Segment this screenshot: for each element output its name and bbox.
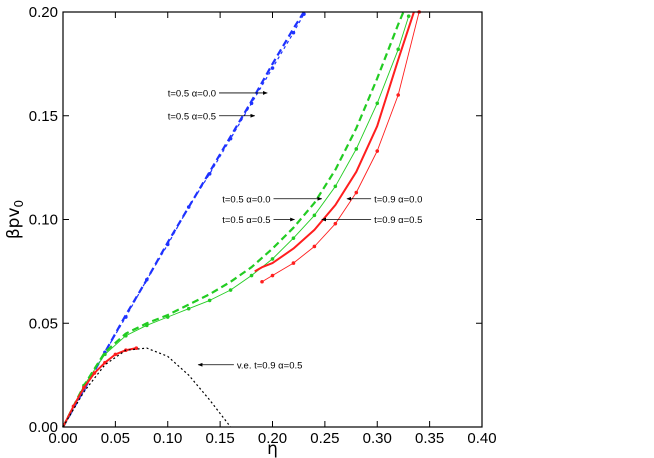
data-point [291, 261, 296, 265]
series-red-4-branch-line [254, 11, 415, 273]
y-tick-label: 0.20 [29, 4, 58, 21]
y-tick-label: 0.15 [29, 108, 58, 125]
y-tick-label: 0.05 [29, 315, 58, 332]
data-point [113, 352, 118, 357]
data-point [354, 147, 359, 151]
data-point [186, 306, 191, 311]
data-point [270, 257, 275, 261]
data-point [270, 273, 275, 278]
data-point [207, 172, 212, 176]
data-point [406, 14, 411, 18]
annotation-label: t=0.5 α=0.5 [222, 215, 270, 226]
x-axis-title: η [267, 439, 278, 458]
data-point [82, 385, 86, 390]
annotation-label: t=0.9 α=0.5 [374, 215, 422, 226]
x-tick-label: 0.35 [415, 430, 444, 447]
data-point [145, 277, 149, 282]
annotation-label: t=0.5 α=0.0 [168, 88, 216, 99]
x-tick-label: 0.30 [363, 430, 392, 447]
series-green-2-line [62, 11, 405, 428]
annotation-label: v.e. t=0.9 α=0.5 [237, 360, 303, 371]
x-tick-label: 0.20 [258, 430, 287, 447]
y-tick-label: 0.10 [29, 212, 58, 229]
data-point [291, 236, 296, 240]
data-point [312, 244, 317, 249]
data-point [260, 279, 264, 284]
series-layer [62, 10, 421, 428]
data-point [165, 242, 170, 247]
data-point [249, 273, 254, 278]
x-tick-label: 0.00 [48, 430, 77, 447]
data-point [207, 298, 212, 303]
x-tick-label: 0.10 [153, 430, 182, 447]
y-axis-title-main: βpv [4, 207, 24, 239]
data-point [145, 323, 149, 328]
data-point [186, 205, 191, 209]
data-point [291, 30, 296, 35]
x-tick-label: 0.05 [101, 430, 130, 447]
annotation-layer: t=0.5 α=0.0 t=0.5 α=0.5 t=0.5 α=0.0 t=0.5 α… [168, 88, 423, 371]
data-point [103, 352, 107, 357]
data-point [228, 288, 233, 292]
series-green-3-line [62, 15, 410, 428]
x-tick-label: 0.15 [206, 430, 235, 447]
data-point [124, 333, 128, 338]
series-black-6-line [62, 347, 232, 428]
data-point [302, 12, 306, 16]
x-tick-label: 0.40 [467, 430, 496, 447]
annotation-label: t=0.5 α=0.5 [168, 111, 216, 122]
data-point [165, 315, 170, 319]
data-point [396, 93, 401, 97]
data-point [396, 47, 401, 52]
data-point [312, 213, 317, 218]
y-tick-label: 0.00 [29, 419, 58, 436]
data-point [134, 346, 139, 350]
x-tick-label: 0.25 [310, 430, 339, 447]
data-point [333, 221, 338, 226]
data-point [333, 184, 338, 189]
annotation-label: t=0.9 α=0.0 [374, 194, 422, 205]
data-point [124, 315, 128, 319]
data-point [375, 149, 380, 153]
data-point [375, 101, 380, 106]
y-axis-title: βpv0 [4, 200, 26, 239]
series-red-5-line [62, 347, 137, 428]
series-red-5-branch-line [261, 11, 420, 283]
annotation-label: t=0.5 α=0.0 [222, 194, 270, 205]
data-point [354, 190, 359, 195]
data-point [92, 371, 97, 375]
y-axis-title-subscript: 0 [12, 200, 26, 208]
data-point [249, 101, 254, 106]
data-point [270, 66, 275, 70]
tick-layer: 0.00 0.05 0.10 0.15 0.20 0.25 0.30 0.35 0.40 0.00… [29, 4, 497, 447]
series-red-4-line [62, 347, 137, 428]
data-point [228, 136, 233, 141]
